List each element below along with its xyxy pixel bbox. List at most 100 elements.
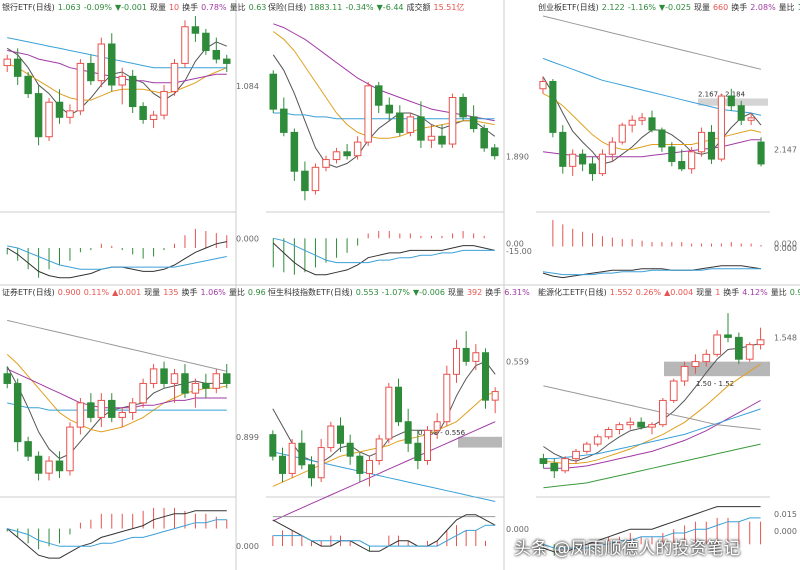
chart-title-volume: 10 xyxy=(169,3,179,12)
chart-title-turnover-label: 换手 xyxy=(182,2,198,12)
ma-line-ma250 xyxy=(7,319,227,372)
candle xyxy=(658,399,667,426)
chart-title-change: ▲0.001 xyxy=(112,288,141,297)
candle xyxy=(108,399,116,418)
chart-title: 恒生科技指数ETF(日线) 0.553 -1.07% ▼-0.006 现量 392 换手 6.… xyxy=(268,287,530,297)
candle xyxy=(385,104,394,114)
chart-title-pct: 0.26% xyxy=(636,288,662,297)
ma-line-ma10 xyxy=(6,354,227,433)
candle xyxy=(108,43,116,86)
candle xyxy=(191,26,200,34)
candle xyxy=(638,117,646,121)
candle xyxy=(480,128,488,149)
chart-title-ratio: 1.4 xyxy=(798,3,800,12)
candle xyxy=(346,442,354,457)
chart-title-period: (日线) xyxy=(585,287,607,297)
chart-title-volume-label: 现量 xyxy=(144,288,160,297)
candle xyxy=(628,119,636,126)
candle xyxy=(648,424,656,428)
candle xyxy=(680,365,689,382)
chart-title-change: ▼-0.006 xyxy=(413,288,445,297)
candle xyxy=(223,58,231,64)
chart-title-period: (日线) xyxy=(331,287,353,297)
macd-dea-line xyxy=(273,237,495,264)
chart-title-volume-label: 现量 xyxy=(696,288,712,297)
chart-title-volume: 135 xyxy=(163,288,178,297)
candle xyxy=(343,151,351,157)
candle xyxy=(395,386,402,423)
macd-axis-label: -15.00 xyxy=(506,247,532,256)
candle xyxy=(582,443,591,452)
candle xyxy=(678,161,686,170)
candle xyxy=(688,151,696,170)
macd-axis-label: 0.015 xyxy=(774,510,797,519)
candle xyxy=(288,442,296,474)
macd-dif-line xyxy=(272,242,495,276)
candle xyxy=(139,106,147,120)
candle xyxy=(3,58,11,67)
chart-title-pct: 0.11% xyxy=(84,288,110,297)
price-axis-label: 1.890 xyxy=(506,153,529,162)
macd-dea-line xyxy=(7,519,227,547)
ask-zone xyxy=(664,361,770,377)
chart-panel-2: 保险(日线) 1883.11 -0.34% ▼-6.44 成交额 15.51亿 1.084 0… xyxy=(236,2,504,276)
candle xyxy=(550,462,559,472)
chart-title: 银行ETF(日线) 1.063 -0.09% ▼-0.001 现量 10 换手 0.78% 量比… xyxy=(2,2,266,12)
candle xyxy=(669,380,678,401)
ma-line-ma5 xyxy=(272,54,495,168)
candle xyxy=(414,442,422,462)
ma-line-ma250 xyxy=(543,385,761,430)
candle xyxy=(298,442,306,466)
candle xyxy=(280,108,288,133)
candle xyxy=(66,110,74,118)
ma-line-ma5 xyxy=(6,41,227,116)
candle xyxy=(149,114,158,120)
price-axis-label: 1.548 xyxy=(774,333,797,342)
candle xyxy=(45,460,53,474)
candle xyxy=(97,399,106,418)
candle xyxy=(490,147,499,157)
ma-line-ma20 xyxy=(6,368,227,409)
candle xyxy=(707,131,716,160)
candle xyxy=(170,62,179,92)
chart-title-pct: -0.34% xyxy=(345,3,374,12)
candle xyxy=(191,382,200,394)
price-axis-label: 0.559 xyxy=(506,358,529,367)
macd-dea-line xyxy=(543,517,761,549)
candle xyxy=(202,32,210,51)
ma-line-ma10 xyxy=(543,363,761,464)
candle xyxy=(128,402,137,414)
candle xyxy=(170,373,179,384)
candle xyxy=(462,347,470,362)
candle xyxy=(396,112,404,133)
macd-axis-label: 0.000 xyxy=(236,542,259,551)
chart-title-change: ▲0.004 xyxy=(664,288,693,297)
macd-axis-label: 0.000 xyxy=(774,527,797,536)
chart-title-name: 恒生科技指数ETF xyxy=(268,287,331,297)
chart-title-pct: -1.16% xyxy=(628,3,657,12)
candle xyxy=(87,62,95,82)
ma-line-ma60 xyxy=(273,112,495,120)
chart-title-volume-label: 现量 xyxy=(448,288,464,297)
chart-title-period: (日线) xyxy=(577,2,599,12)
candle xyxy=(269,434,277,457)
chart-title-period: (日线) xyxy=(284,2,306,12)
candle xyxy=(691,361,700,367)
candle xyxy=(491,391,499,401)
chart-title-ratio-label: 量比 xyxy=(771,287,787,297)
candle xyxy=(539,458,548,464)
chart-panel-6: 能源化工ETF(日线) 1.552 0.26% ▲0.004 现量 1 换手 4.12% 量比 0… xyxy=(506,287,800,556)
candle xyxy=(308,464,315,479)
candle xyxy=(448,96,457,145)
ma-line-ma5 xyxy=(543,342,761,462)
candle xyxy=(438,135,446,145)
candle xyxy=(424,429,431,462)
chart-title-turnover-label: 换手 xyxy=(485,287,501,297)
candle xyxy=(604,429,613,438)
candle xyxy=(269,73,278,110)
chart-title-ratio-label: 量比 xyxy=(230,2,246,12)
macd-axis-label: 0.000 xyxy=(774,244,797,253)
price-axis-label: 1.084 xyxy=(236,82,259,91)
chart-title-volume-label: 现量 xyxy=(694,3,710,12)
macd-axis-label: 0.00 xyxy=(506,240,524,249)
